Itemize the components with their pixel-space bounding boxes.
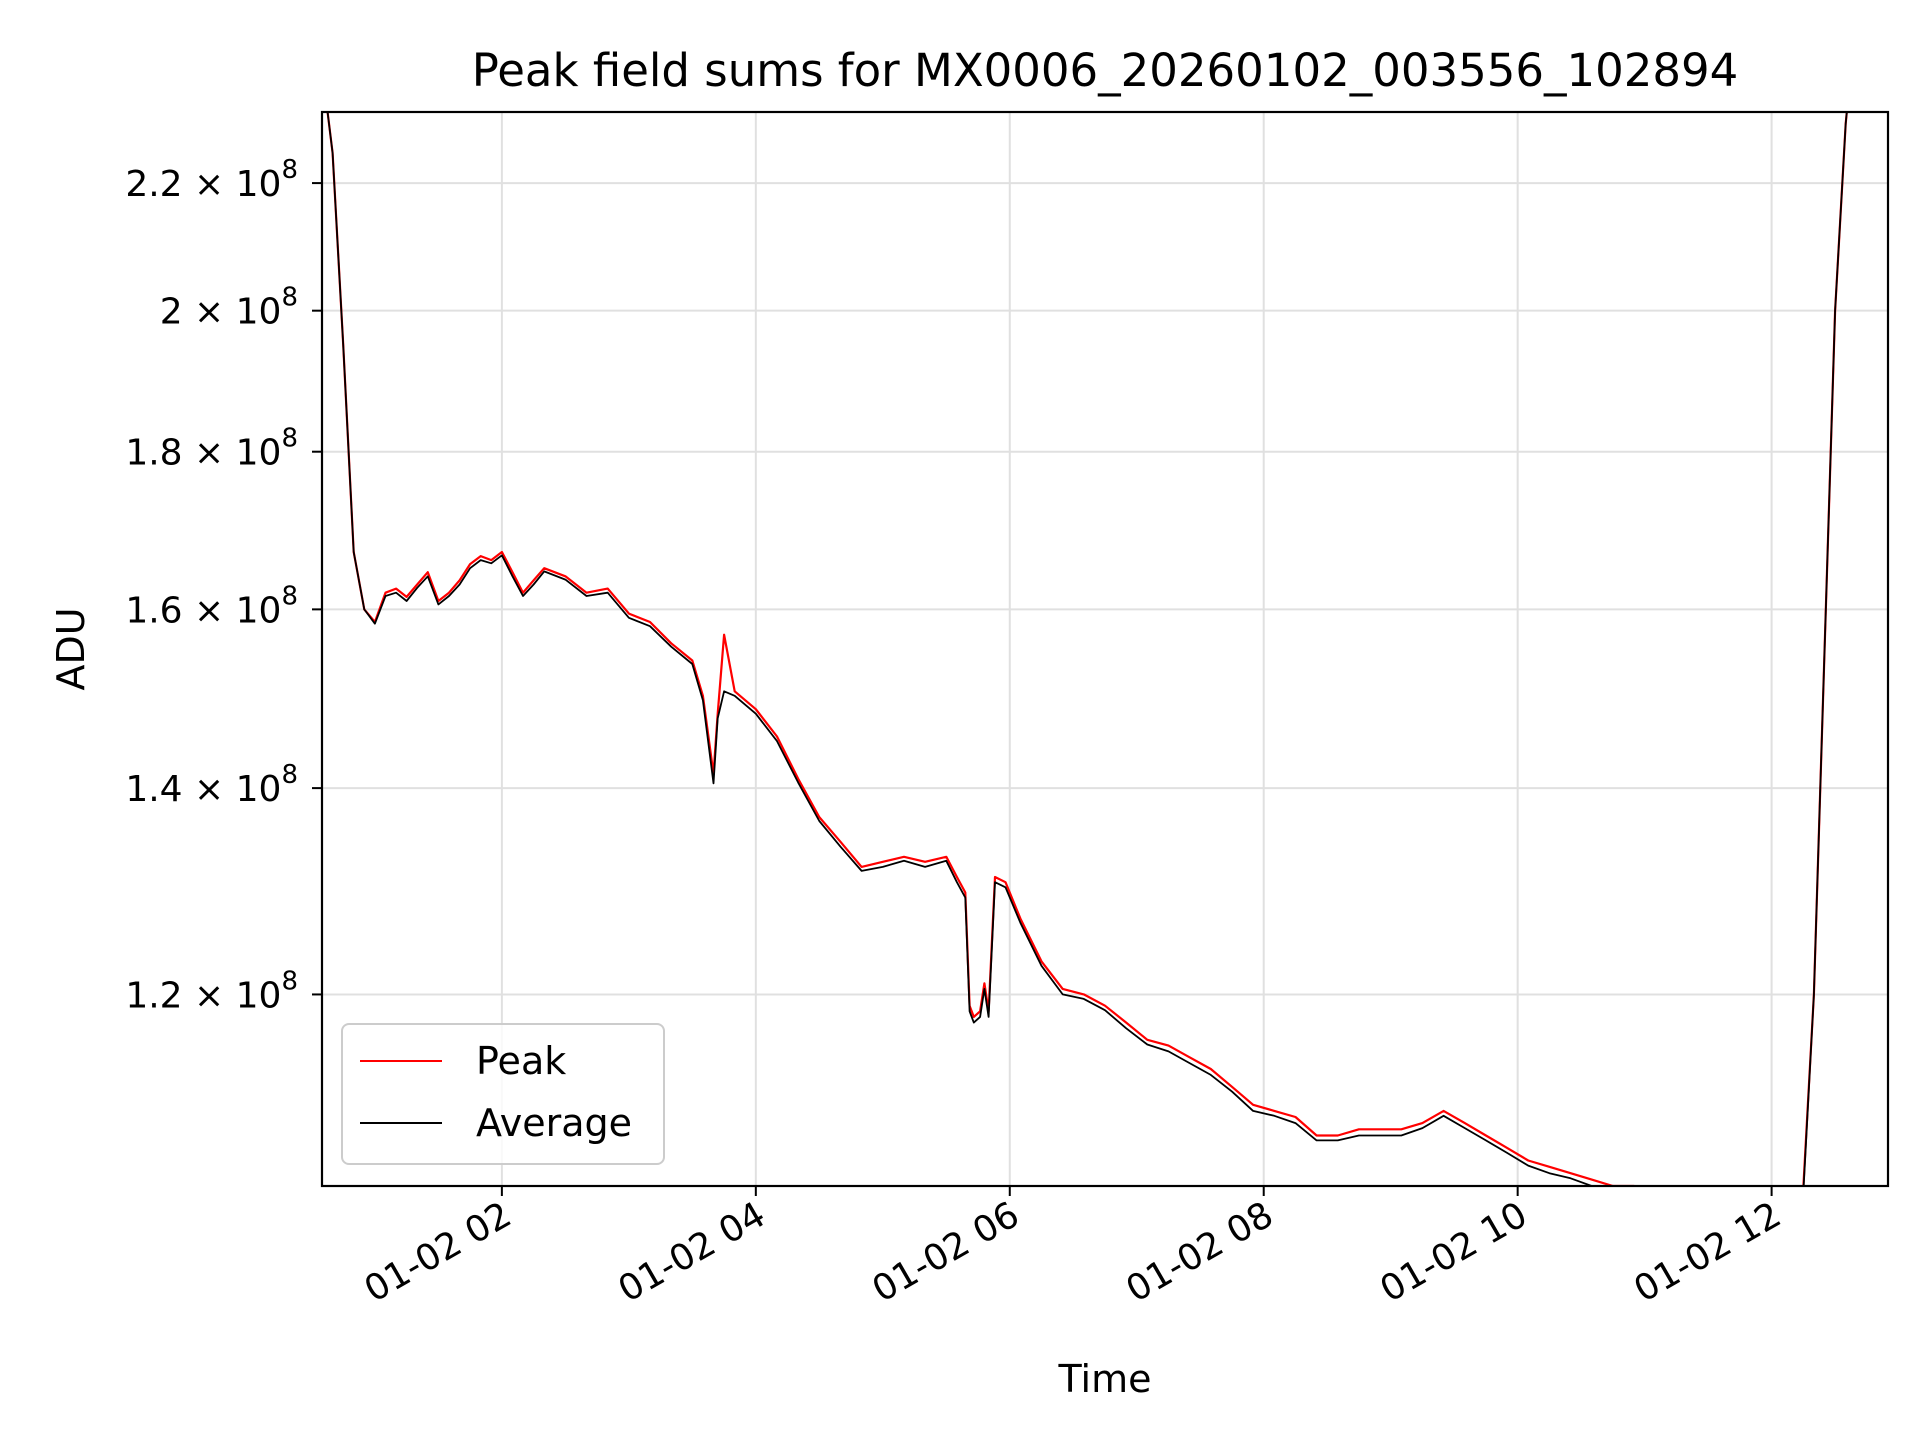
chart-title: Peak field sums for MX0006_20260102_0035… (472, 44, 1739, 97)
y-tick-label: 1.2 × 108 (125, 966, 298, 1016)
x-axis-title: Time (1058, 1357, 1152, 1401)
y-tick-label: 2 × 108 (160, 283, 298, 333)
legend-label-average: Average (476, 1101, 632, 1145)
y-tick-label: 1.6 × 108 (125, 581, 298, 631)
y-tick-label: 1.4 × 108 (125, 760, 298, 810)
y-tick-label: 1.8 × 108 (125, 424, 298, 474)
y-axis-title: ADU (49, 607, 93, 690)
legend-label-peak: Peak (476, 1039, 566, 1083)
y-axis: 1.2 × 108 1.4 × 108 1.6 × 108 1.8 × 108 2 × … (125, 155, 322, 1016)
legend-box (341, 1023, 665, 1165)
y-tick-label: 2.2 × 108 (125, 155, 298, 205)
grid (322, 112, 1888, 1186)
plot-frame (320, 110, 1890, 1188)
series-line-average (326, 112, 1848, 1186)
series-layer (326, 112, 1848, 1186)
legend: Peak Average (341, 1023, 665, 1165)
